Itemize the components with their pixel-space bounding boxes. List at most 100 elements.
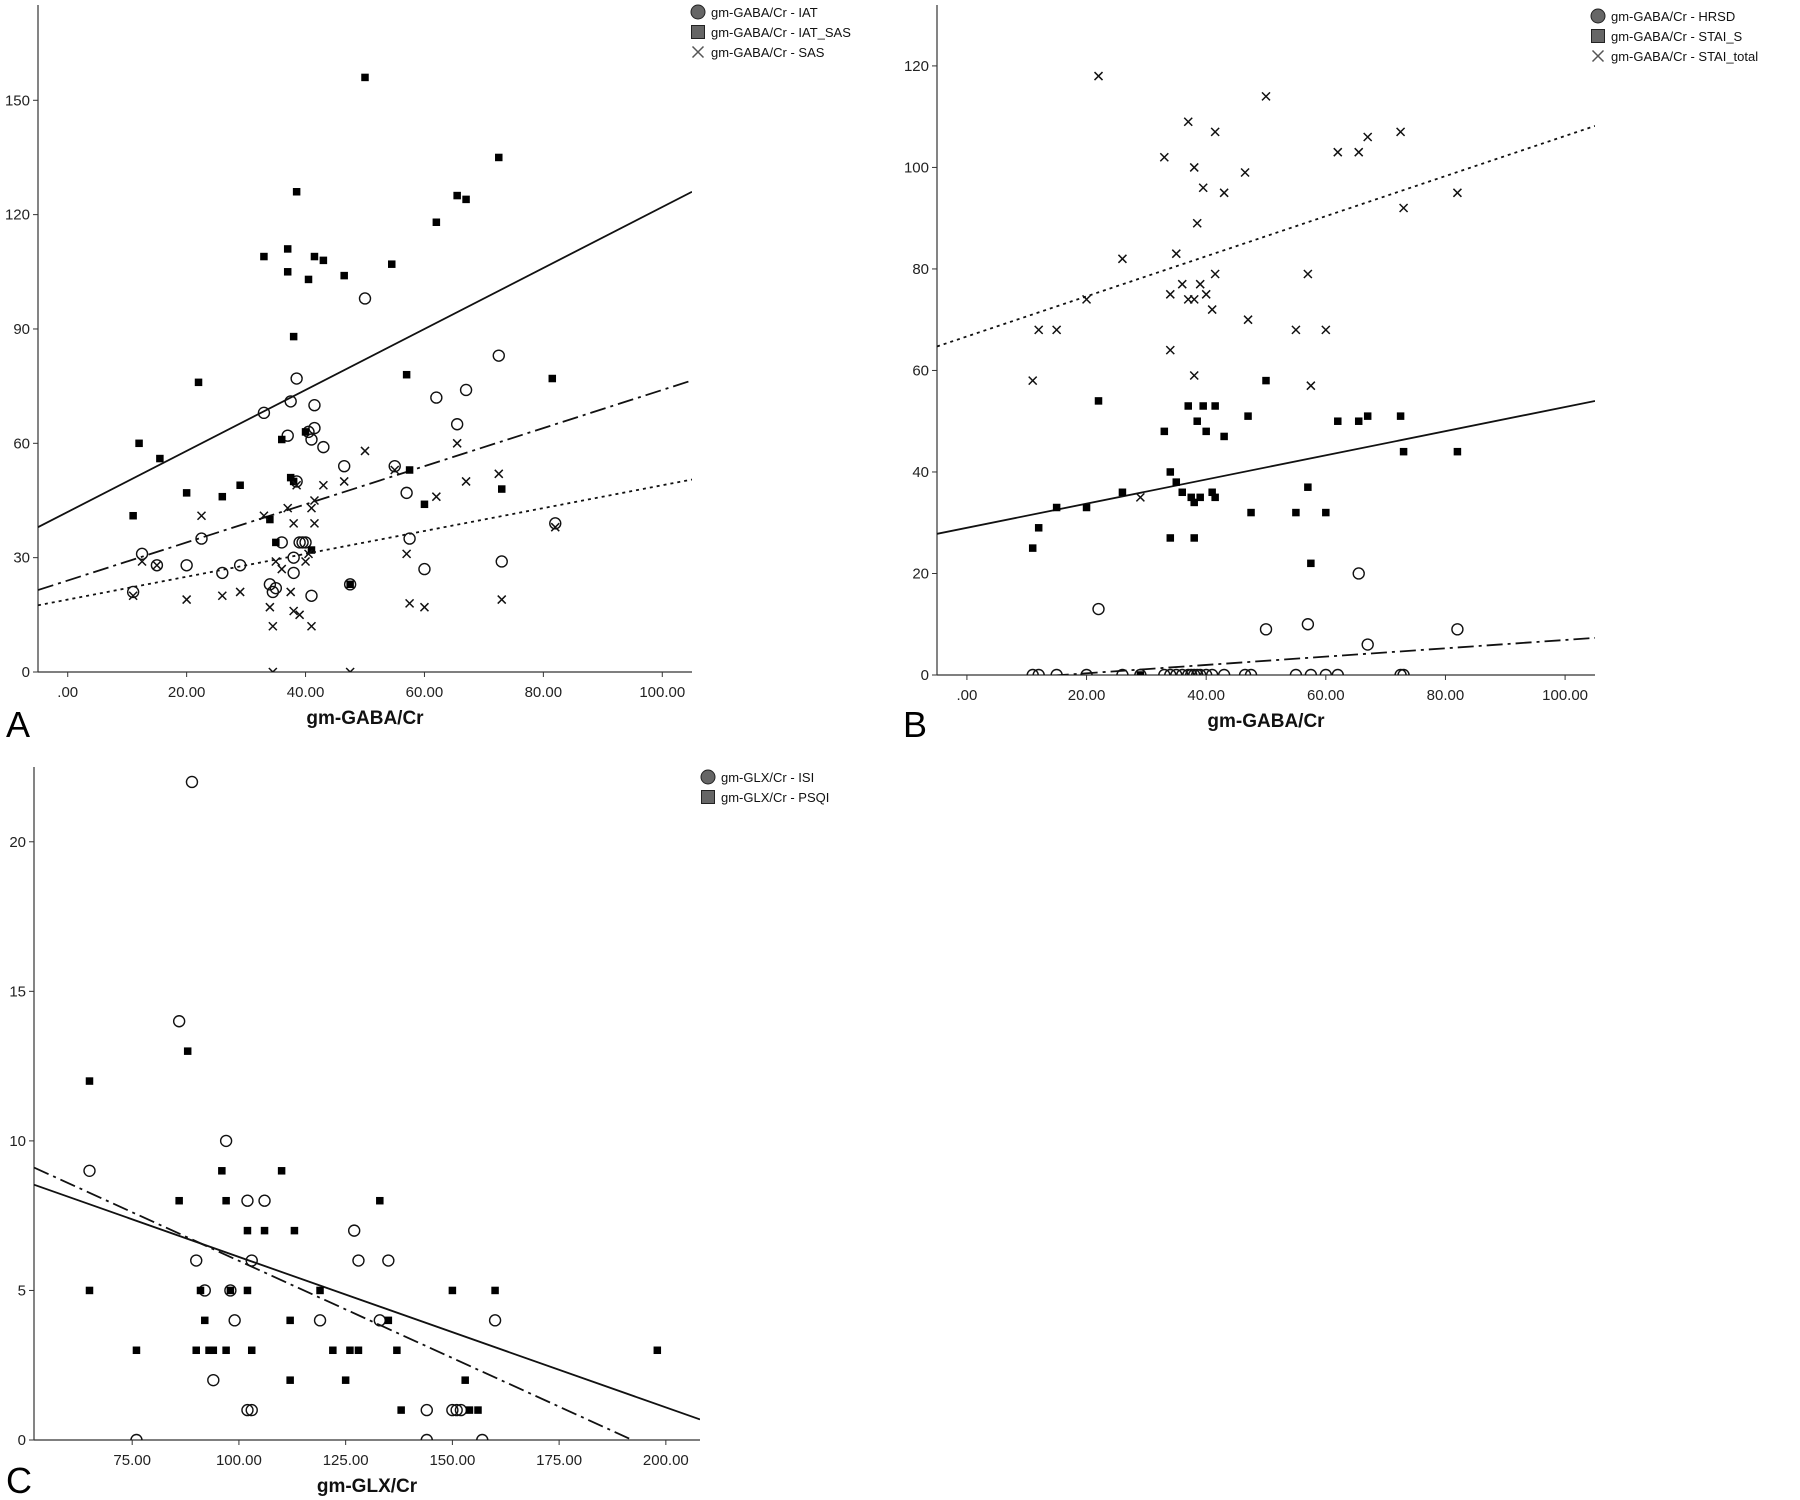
data-point-x	[1210, 127, 1220, 137]
data-point-square	[1453, 447, 1462, 456]
data-point-square	[278, 435, 286, 444]
data-point-circle	[1304, 668, 1318, 675]
data-point-square	[1178, 488, 1187, 497]
data-point-square	[1399, 447, 1408, 456]
y-tick-label: 150	[5, 92, 30, 109]
data-point-square	[286, 473, 295, 482]
data-point-x	[283, 503, 293, 513]
data-point-square	[316, 1286, 324, 1295]
data-point-x	[1291, 325, 1301, 335]
legend-label: gm-GABA/Cr - HRSD	[1611, 9, 1735, 24]
data-point-circle	[1289, 668, 1303, 675]
data-point-circle	[420, 1433, 433, 1440]
x-tick-label: .00	[57, 684, 78, 701]
fit-line-circle	[1048, 636, 1595, 675]
panel-label-b: B	[903, 704, 927, 745]
data-point-square	[1190, 498, 1198, 507]
data-point-square	[1322, 508, 1330, 517]
data-point-circle	[1397, 668, 1410, 675]
data-point-circle	[1032, 668, 1045, 675]
data-point-square	[183, 1047, 192, 1055]
data-point-x	[1201, 289, 1211, 299]
data-point-square	[129, 511, 137, 520]
data-point-square	[266, 515, 274, 524]
x-tick-label: 100.00	[1542, 687, 1588, 704]
data-point-x	[306, 621, 317, 631]
data-point-square	[132, 1346, 141, 1355]
data-point-square	[346, 1346, 354, 1355]
data-point-square	[1307, 559, 1315, 568]
data-point-square	[304, 275, 313, 284]
data-point-circle	[446, 1403, 459, 1417]
data-point-circle	[207, 1373, 220, 1387]
data-point-x	[182, 595, 192, 605]
data-point-square	[1304, 483, 1312, 491]
legend-label: gm-GLX/Cr - ISI	[721, 770, 814, 785]
data-point-square	[196, 1286, 205, 1295]
x-tick-label: 150.00	[429, 1452, 475, 1469]
data-point-circle	[224, 1284, 237, 1297]
data-point-x	[1177, 279, 1187, 289]
data-point-circle	[1199, 668, 1213, 675]
data-point-square	[495, 153, 503, 162]
legend-label: gm-GABA/Cr - IAT_SAS	[711, 25, 851, 40]
x-axis-title-c: gm-GLX/Cr	[317, 1476, 418, 1497]
data-point-square	[420, 500, 429, 509]
data-point-square	[1211, 493, 1219, 502]
data-point-square	[1247, 508, 1255, 517]
data-point-circle	[287, 551, 300, 564]
panel-label-a: A	[6, 704, 30, 745]
data-point-circle	[1185, 668, 1198, 675]
x-tick-label: 20.00	[168, 684, 206, 701]
legend-label: gm-GABA/Cr - IAT	[711, 5, 818, 20]
data-point-square	[236, 481, 244, 489]
data-point-circle	[245, 1254, 258, 1267]
data-point-x	[265, 602, 275, 612]
y-tick-label: 60	[912, 362, 929, 379]
data-point-circle	[1217, 668, 1231, 675]
data-point-square	[1208, 488, 1216, 497]
data-point-circle	[430, 391, 443, 404]
data-point-square	[319, 256, 328, 265]
data-point-square	[286, 1376, 294, 1384]
data-point-circle	[266, 585, 280, 599]
fit-line-circle	[34, 1166, 635, 1440]
data-point-square	[1166, 468, 1175, 476]
data-point-circle	[305, 589, 318, 602]
data-point-circle	[126, 585, 140, 599]
data-point-square	[402, 370, 411, 379]
data-point-x	[268, 667, 278, 672]
data-point-square	[1262, 376, 1270, 385]
data-point-square	[548, 374, 557, 383]
data-point-x	[402, 549, 412, 559]
data-point-circle	[1191, 668, 1204, 675]
data-point-square	[286, 1316, 294, 1325]
data-point-square	[1082, 503, 1091, 512]
data-point-circle	[233, 559, 247, 572]
data-point-circle	[1319, 668, 1333, 675]
fit-line-square	[937, 400, 1595, 535]
legend-swatch-square	[691, 25, 705, 39]
data-point-square	[1220, 432, 1228, 441]
data-point-circle	[258, 1194, 271, 1207]
data-point-x	[1117, 254, 1127, 264]
data-point-square	[448, 1286, 457, 1295]
data-point-x	[1452, 188, 1462, 198]
data-point-circle	[299, 536, 312, 549]
data-point-square	[243, 1286, 252, 1295]
y-tick-label: 100	[904, 159, 929, 176]
data-point-x	[277, 564, 287, 574]
y-tick-label: 5	[18, 1282, 26, 1299]
data-point-square	[1363, 412, 1372, 420]
data-point-x	[1171, 249, 1181, 259]
data-point-circle	[1259, 623, 1273, 636]
data-point-square	[393, 1346, 401, 1355]
data-point-square	[497, 485, 506, 493]
data-point-circle	[1026, 668, 1039, 675]
legend-label: gm-GABA/Cr - STAI_total	[1611, 49, 1758, 64]
data-point-circle	[228, 1314, 241, 1327]
fit-line-square	[34, 1183, 700, 1421]
y-tick-label: 80	[912, 261, 929, 278]
data-point-square	[1118, 488, 1127, 497]
data-point-square	[1202, 427, 1210, 436]
